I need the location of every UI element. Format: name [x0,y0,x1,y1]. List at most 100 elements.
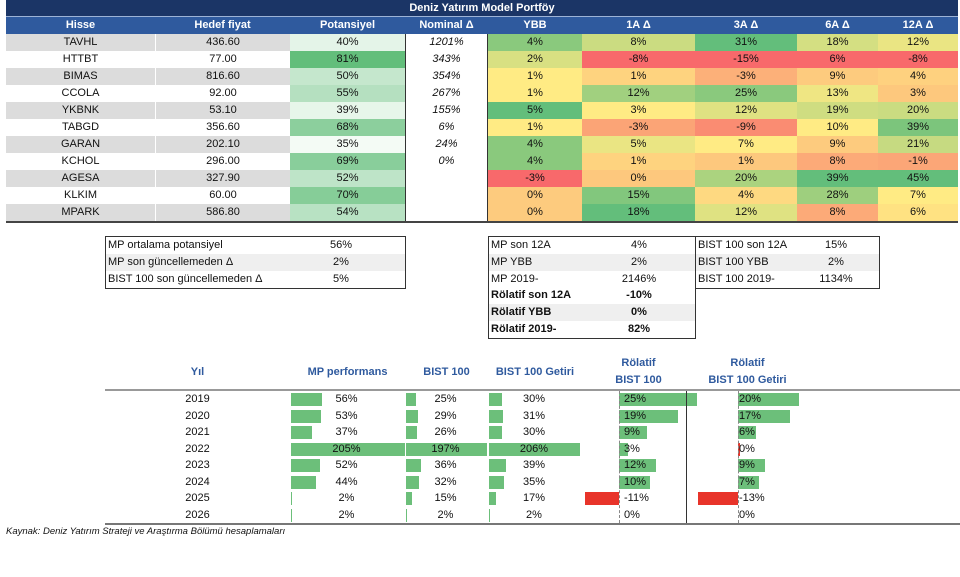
rel2-bar [738,393,799,406]
cell-hedef-fiyat: 356.60 [155,119,290,136]
cell-ybb: 1% [488,119,582,136]
rel1-value: 9% [624,426,640,438]
cell-ybb: 0% [488,187,582,204]
rel2-value: 0% [739,508,755,521]
cell-hisse: MPARK [6,204,155,221]
table-header: Hisse Hedef fiyat Potansiyel Nominal Δ YBB 1A… [6,16,958,34]
rel2-value: 20% [739,393,762,405]
bist-bar [406,475,420,489]
cell-1a: 8% [582,34,695,51]
summary-value: 56% [329,239,353,251]
year-cell: 2019 [185,393,210,405]
column-header: Potansiyel [319,19,376,31]
summary-value: 82% [627,323,651,335]
cell-1a: 12% [582,85,695,102]
cell-nominal: 24% [405,136,488,153]
cell-1a: 1% [582,153,695,170]
summary-label: BIST 100 YBB [698,256,769,268]
cell-potansiyel: 68% [290,119,405,136]
year-cell: 2022 [185,442,210,455]
mp-value: 56% [335,393,358,405]
getiri-bar [489,393,503,406]
cell-hisse: BIMAS [6,68,155,85]
rel2-value: 7% [739,475,755,488]
cell-6a: 19% [797,102,878,119]
mp-value: 44% [335,475,358,488]
mp-value: 2% [338,492,355,504]
table-row: YKBNK 53.10 39% 155% 5% 3% 12% 19% 20% [6,102,958,119]
rel1-value: 10% [624,475,647,488]
bist-value: 29% [434,409,457,422]
table-row: CCOLA 92.00 55% 267% 1% 12% 25% 13% 3% [6,85,958,102]
cell-ybb: 5% [488,102,582,119]
mp-value: 37% [335,426,358,438]
report-title: Deniz Yatırım Model Portföy [6,0,958,16]
bist-bar [406,393,417,406]
summary-value: -10% [626,289,652,301]
column-header: Hedef fiyat [194,19,251,31]
summary-row: MP 2019- 2146% [489,271,695,288]
cell-ybb: 4% [488,153,582,170]
summary-row: MP ortalama potansiyel 56% [106,237,405,254]
cell-3a: 12% [695,102,797,119]
bist-bar [406,492,413,505]
rel2-value: 9% [739,459,755,471]
summary-row: BIST 100 son 12A 15% [696,237,879,254]
mp-value: 205% [332,442,361,455]
header-year: Yıl [190,366,205,378]
cell-nominal [405,170,488,187]
summary-label: MP YBB [491,256,533,268]
summary-row: MP son 12A 4% [489,237,695,254]
cell-3a: 7% [695,136,797,153]
summary-row: Rölatif 2019- 82% [489,321,695,338]
year-cell: 2023 [185,459,210,471]
cell-6a: 9% [797,136,878,153]
header-mp-performance: MP performans [307,366,388,378]
cell-hisse: HTTBT [6,51,155,68]
cell-hisse: TAVHL [6,34,155,51]
cell-hedef-fiyat: 53.10 [155,102,290,119]
mp-bar [291,442,406,456]
cell-potansiyel: 52% [290,170,405,187]
bist-value: 197% [431,442,460,455]
column-header: 1A Δ [626,19,651,31]
bist-value: 36% [434,459,457,471]
summary-relative-box: Rölatif son 12A -10% Rölatif YBB 0% Rölatif … [488,287,696,339]
cell-nominal: 1201% [405,34,488,51]
column-header: 3A Δ [733,19,759,31]
header-bist100: BIST 100 [423,366,470,378]
summary-row: BIST 100 2019- 1134% [696,271,879,288]
summary-value: 4% [631,239,647,251]
getiri-bar [489,492,497,505]
cell-hedef-fiyat: 586.80 [155,204,290,221]
zero-axis [738,391,739,523]
summary-row: MP son güncellemeden Δ 2% [106,254,405,271]
cell-3a: 25% [695,85,797,102]
cell-hisse: KCHOL [6,153,155,170]
rel2-bar [738,442,740,456]
rel1-value: 0% [624,508,640,521]
cell-1a: 15% [582,187,695,204]
getiri-value: 35% [522,475,546,488]
cell-hedef-fiyat: 77.00 [155,51,290,68]
rel2-bar [738,459,766,472]
cell-potansiyel: 40% [290,34,405,51]
bist-value: 26% [434,426,457,438]
cell-nominal: 155% [405,102,488,119]
cell-12a: -8% [878,51,958,68]
getiri-bar [489,426,503,439]
cell-3a: 12% [695,204,797,221]
header-relative-bist-2: BIST 100 [615,374,662,386]
cell-nominal: 6% [405,119,488,136]
summary-row: BIST 100 YBB 2% [696,254,879,271]
cell-3a: 31% [695,34,797,51]
rel1-value: 12% [624,459,647,471]
getiri-value: 31% [522,409,546,422]
table-row: TAVHL 436.60 40% 1201% 4% 8% 31% 18% 12% [6,34,958,51]
mp-value: 53% [335,409,358,422]
table-row: AGESA 327.90 52% -3% 0% 20% 39% 45% [6,170,958,187]
table-row: KCHOL 296.00 69% 0% 4% 1% 1% 8% -1% [6,153,958,170]
year-cell: 2025 [185,492,210,504]
cell-ybb: 0% [488,204,582,221]
getiri-value: 206% [519,442,549,455]
